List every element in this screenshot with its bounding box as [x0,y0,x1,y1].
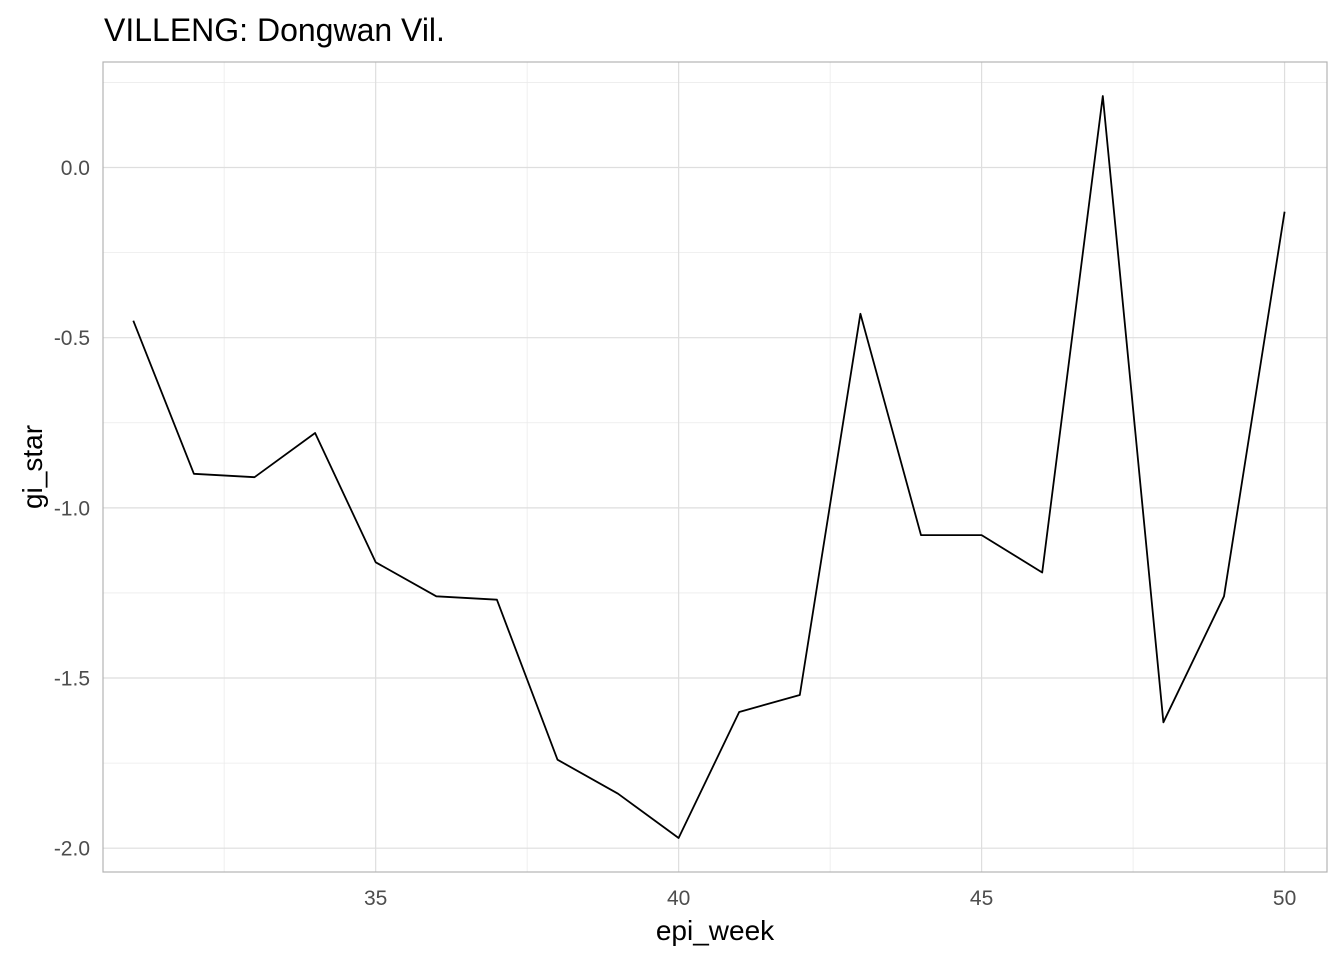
x-tick-label: 35 [364,887,387,910]
x-axis-title: epi_week [656,915,775,946]
series-layer [132,95,1286,839]
chart-title: VILLENG: Dongwan Vil. [104,12,445,48]
y-tick-label: -2.0 [54,838,90,861]
x-tick-label: 45 [970,887,993,910]
grid [103,62,1327,872]
x-tick-label: 40 [667,887,690,910]
series-line [132,95,1286,839]
y-axis-title: gi_star [17,425,48,509]
y-tick-label: -1.5 [54,668,90,691]
x-tick-label: 50 [1273,887,1296,910]
panel-border [102,61,1328,873]
y-tick-label: -1.0 [54,497,90,520]
x-axis-ticks: 35 40 45 50 [364,887,1296,910]
plot-panel [103,62,1327,872]
y-axis-ticks: 0.0 -0.5 -1.0 -1.5 -2.0 [54,157,90,861]
y-tick-label: 0.0 [61,157,90,180]
y-tick-label: -0.5 [54,327,90,350]
